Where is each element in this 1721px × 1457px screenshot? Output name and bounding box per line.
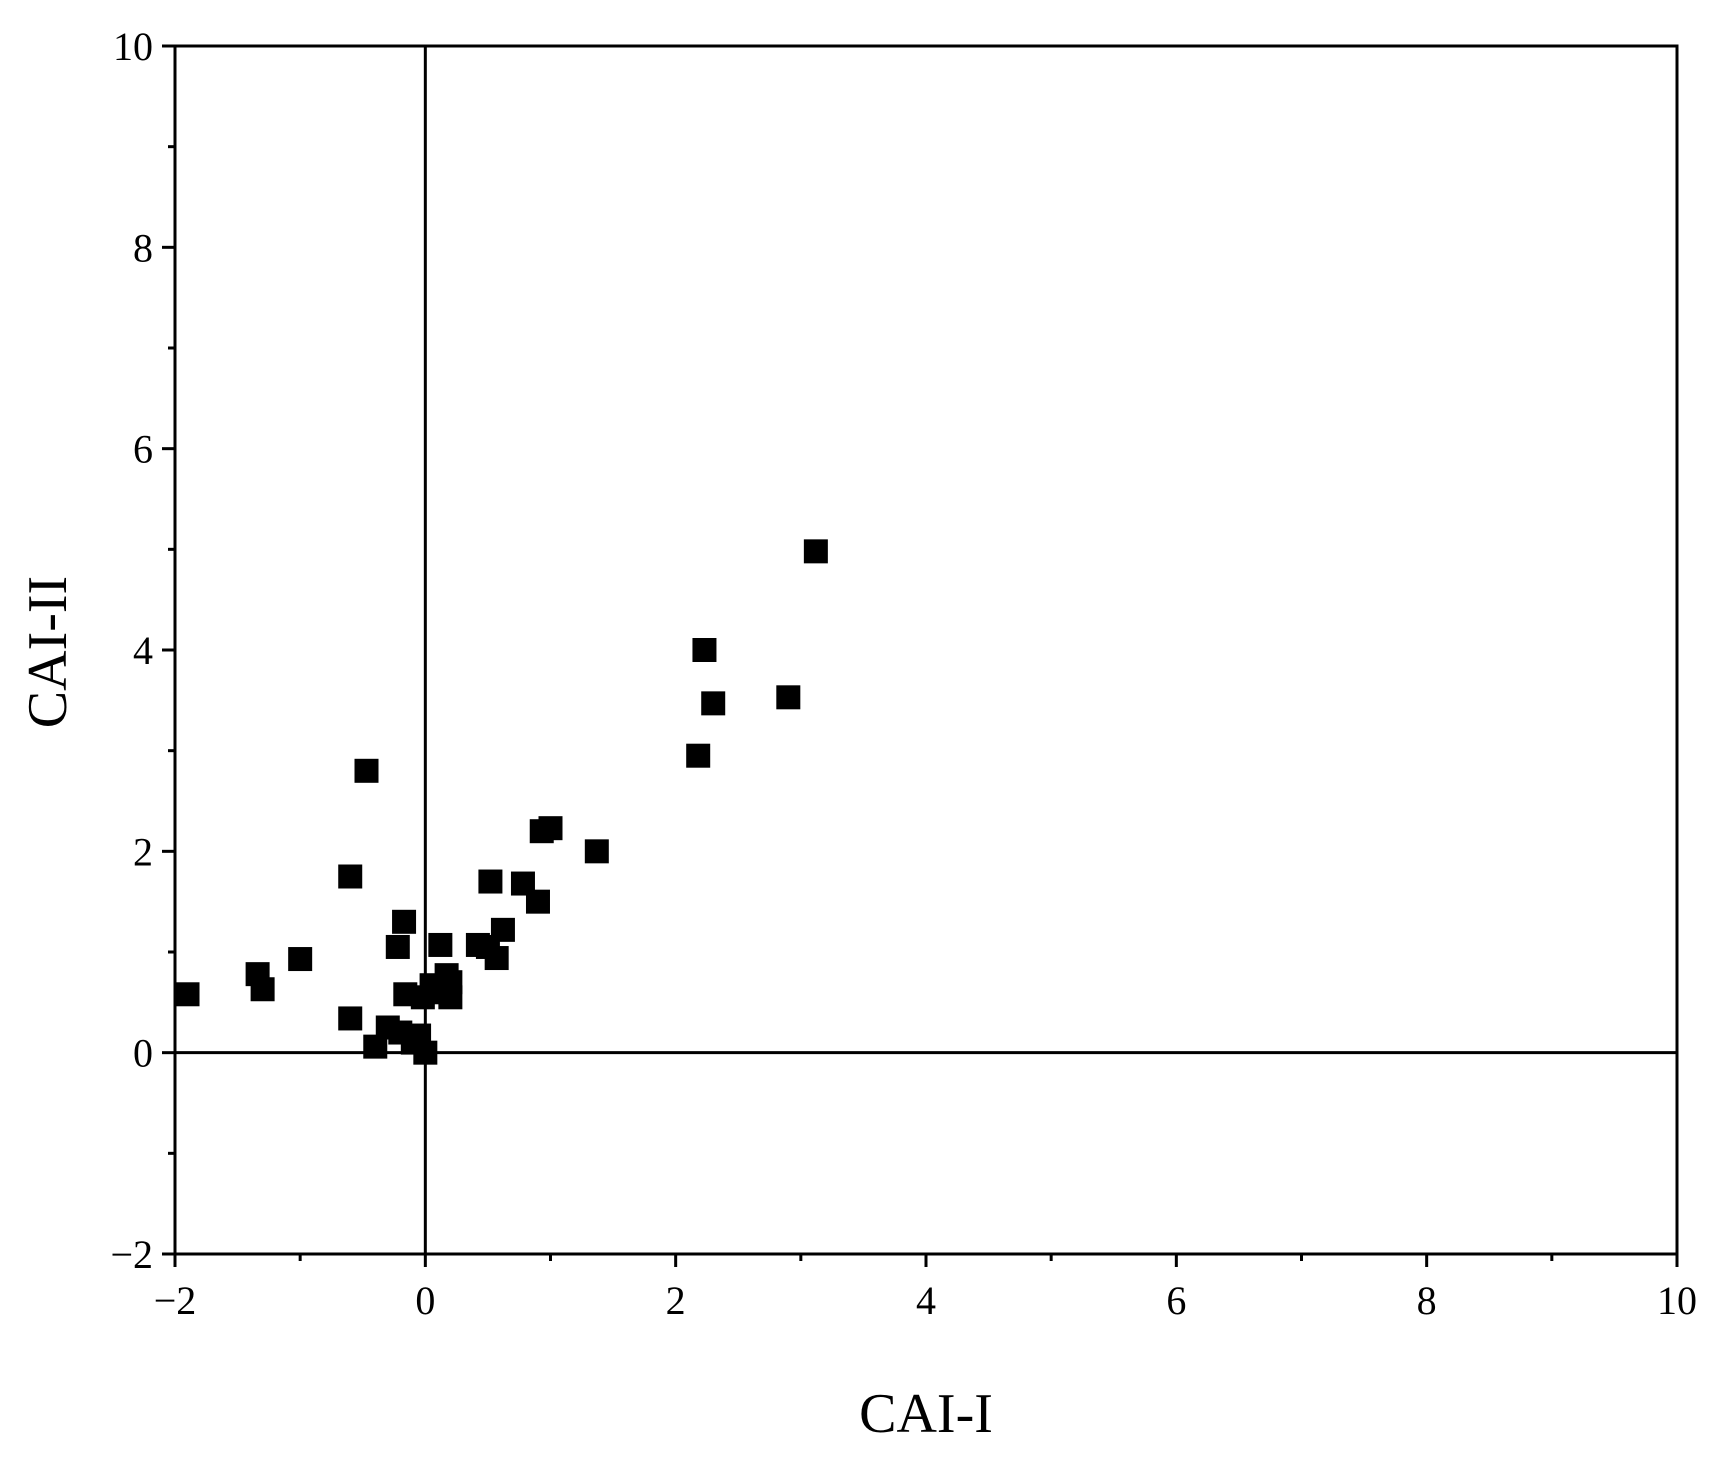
x-tick-label: 0 (415, 1278, 435, 1323)
data-point (428, 932, 453, 957)
data-point (478, 869, 503, 894)
data-point (701, 691, 726, 716)
data-points (175, 539, 828, 1065)
y-axis-title: CAI-II (17, 576, 79, 728)
x-tick-label: 8 (1417, 1278, 1437, 1323)
data-point (438, 970, 463, 995)
x-tick-label: 6 (1166, 1278, 1186, 1323)
data-point (490, 917, 515, 942)
data-point (525, 889, 550, 914)
axis-ticks (162, 44, 1679, 1267)
data-point (538, 816, 563, 841)
data-point (288, 947, 313, 972)
x-axis-title: CAI-I (859, 1383, 993, 1445)
data-point (338, 864, 363, 889)
data-point (484, 946, 509, 971)
y-tick-label: 6 (133, 427, 153, 472)
y-tick-label: 0 (133, 1031, 153, 1076)
data-point (692, 638, 717, 662)
x-tick-label: 10 (1657, 1278, 1697, 1323)
data-point (354, 758, 379, 783)
data-point (175, 982, 200, 1007)
y-tick-label: 8 (133, 225, 153, 270)
plot-frame (173, 44, 1679, 1256)
data-point (584, 839, 609, 864)
data-point (803, 539, 828, 564)
data-point (392, 909, 417, 934)
data-point (686, 743, 711, 768)
tick-labels: −2 0 2 4 6 8 10 −2 0 2 4 6 8 10 (110, 24, 1697, 1323)
data-point (250, 977, 275, 1002)
y-tick-label: 4 (133, 628, 153, 673)
data-point (338, 1006, 363, 1031)
y-tick-label: 10 (113, 24, 153, 69)
x-tick-label: 2 (666, 1278, 686, 1323)
data-point (776, 685, 801, 710)
reference-lines (175, 46, 1677, 1254)
y-tick-label: −2 (110, 1232, 153, 1277)
x-tick-label: 4 (916, 1278, 936, 1323)
y-tick-label: 2 (133, 829, 153, 874)
x-tick-label: −2 (154, 1278, 197, 1323)
data-point (385, 934, 410, 959)
data-point (413, 1040, 438, 1065)
